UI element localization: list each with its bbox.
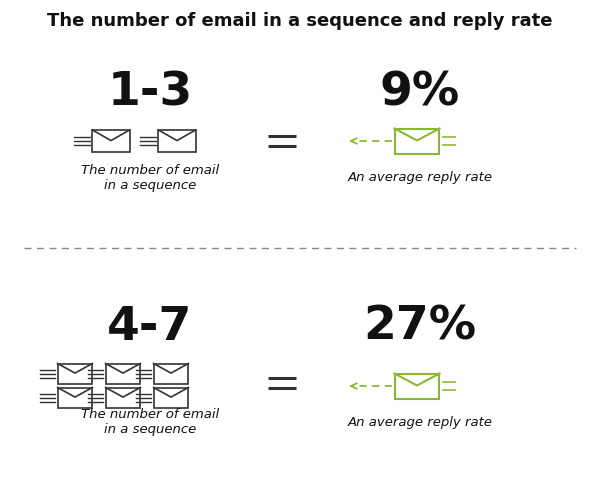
Text: 4-7: 4-7	[107, 305, 193, 350]
FancyBboxPatch shape	[395, 128, 439, 154]
Text: The number of email
in a sequence: The number of email in a sequence	[81, 164, 219, 192]
FancyBboxPatch shape	[106, 364, 140, 384]
FancyBboxPatch shape	[58, 388, 92, 407]
Text: An average reply rate: An average reply rate	[347, 416, 493, 429]
Text: The number of email
in a sequence: The number of email in a sequence	[81, 408, 219, 436]
FancyBboxPatch shape	[154, 388, 188, 407]
Text: 9%: 9%	[380, 70, 460, 115]
FancyBboxPatch shape	[92, 130, 130, 152]
FancyBboxPatch shape	[395, 374, 439, 398]
Text: 27%: 27%	[364, 305, 476, 350]
FancyBboxPatch shape	[58, 364, 92, 384]
FancyBboxPatch shape	[154, 364, 188, 384]
Text: The number of email in a sequence and reply rate: The number of email in a sequence and re…	[47, 12, 553, 30]
Text: An average reply rate: An average reply rate	[347, 171, 493, 184]
FancyBboxPatch shape	[106, 388, 140, 407]
FancyBboxPatch shape	[158, 130, 196, 152]
Text: 1-3: 1-3	[107, 70, 193, 115]
